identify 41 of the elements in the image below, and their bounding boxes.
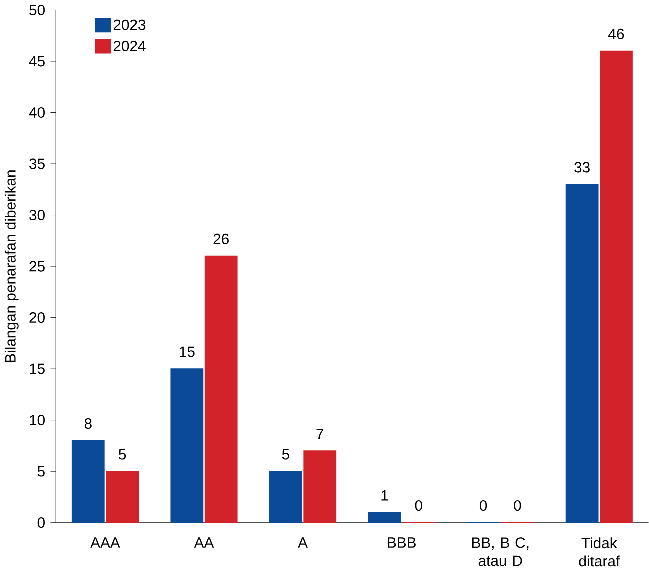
legend-label: 2024: [114, 41, 146, 52]
y-tick-label: 15: [30, 364, 45, 374]
data-label: 15: [180, 347, 195, 358]
x-tick-label: A: [298, 538, 308, 548]
x-tick-label: AA: [194, 538, 214, 548]
y-tick-label: 40: [29, 108, 45, 118]
data-label: 26: [214, 234, 229, 245]
data-label: 0: [415, 500, 422, 512]
bar: [566, 184, 599, 524]
y-tick-label: 35: [30, 158, 45, 170]
bar: [304, 450, 337, 524]
x-tick-label: Tidak ditaraf: [579, 538, 620, 567]
y-tick-label: 20: [30, 312, 45, 324]
data-label: 5: [282, 450, 290, 460]
bar: [170, 368, 204, 524]
data-label: 8: [84, 418, 92, 430]
y-tick-label: 0: [38, 518, 45, 528]
y-tick-label: 10: [30, 415, 45, 426]
bar: [106, 471, 139, 524]
bar: [368, 512, 402, 524]
x-tick-label: BB, B C, atau D: [472, 538, 529, 566]
y-tick-label: 45: [29, 56, 45, 67]
data-label: 5: [119, 450, 126, 460]
y-tick-label: 30: [30, 210, 45, 221]
data-label: 0: [480, 500, 488, 512]
bar: [600, 51, 633, 524]
y-axis-title: Bilangan penarafan diberikan: [4, 170, 19, 362]
data-label: 7: [316, 429, 324, 440]
y-tick-label: 50: [30, 5, 45, 16]
data-label: 46: [608, 29, 624, 40]
y-tick-label: 5: [38, 466, 45, 477]
bar: [270, 471, 302, 524]
x-tick-label: AAA: [90, 538, 120, 548]
legend-label: 2023: [114, 20, 146, 31]
x-tick-label: BBB: [388, 538, 416, 548]
bar: [204, 256, 238, 524]
data-label: 33: [574, 162, 590, 173]
data-label: 0: [514, 500, 522, 512]
y-tick-label: 25: [30, 261, 45, 272]
bar: [72, 440, 105, 524]
data-label: 1: [382, 490, 388, 501]
